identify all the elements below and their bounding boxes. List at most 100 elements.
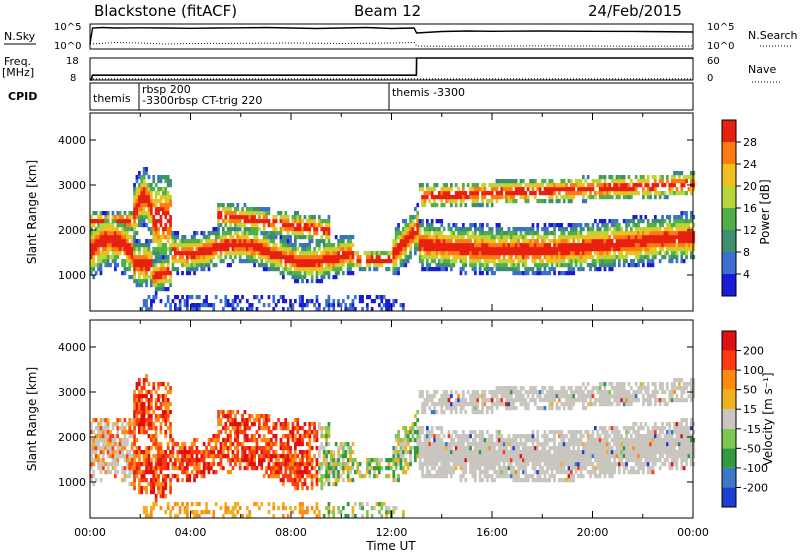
velocity-cell (277, 466, 280, 471)
velocity-cell (154, 402, 158, 407)
power-cell (481, 263, 484, 268)
velocity-cell (171, 474, 175, 479)
velocity-cell (349, 478, 352, 483)
velocity-cell (106, 422, 110, 427)
velocity-cell (133, 390, 136, 395)
power-cell (166, 227, 170, 232)
power-cell (454, 243, 458, 248)
power-cell (277, 247, 280, 252)
power-cell (217, 243, 220, 248)
power-cell (416, 219, 420, 224)
velocity-cell (157, 454, 160, 459)
velocity-cell (330, 462, 333, 467)
colorbar-swatch (722, 186, 736, 208)
velocity-cell (234, 426, 237, 431)
power-cell (250, 259, 254, 264)
velocity-cell (397, 462, 400, 467)
power-cell (426, 231, 429, 236)
power-cell (186, 251, 189, 256)
power-cell (452, 251, 456, 256)
power-cell (140, 187, 144, 192)
velocity-cell (282, 478, 285, 483)
velocity-cell (145, 446, 148, 451)
power-cell (253, 255, 256, 260)
velocity-cell (253, 418, 256, 423)
velocity-cell (392, 470, 396, 475)
power-cell (147, 219, 151, 224)
power-cell (680, 215, 684, 220)
power-cell (646, 255, 650, 260)
power-cell (483, 263, 487, 268)
power-cell (642, 175, 645, 180)
power-cell (351, 263, 355, 268)
velocity-cell (267, 450, 271, 455)
power-cell (142, 271, 146, 276)
power-cell (450, 251, 453, 256)
power-cell (250, 211, 254, 216)
power-cell (315, 227, 319, 232)
power-cell (248, 207, 252, 212)
velocity-cell (118, 442, 122, 447)
velocity-cell (286, 434, 290, 439)
power-cell (639, 235, 643, 240)
power-cell (584, 247, 588, 252)
velocity-cell (169, 514, 172, 519)
velocity-cell (253, 434, 256, 439)
power-cell (582, 255, 585, 260)
power-cell (106, 223, 110, 228)
power-cell (474, 199, 477, 204)
power-cell (282, 299, 285, 304)
power-cell (481, 227, 484, 232)
velocity-cell (164, 418, 168, 423)
power-cell (157, 279, 160, 284)
power-cell (570, 247, 573, 252)
power-cell (97, 247, 100, 252)
velocity-cell (94, 442, 98, 447)
power-cell (687, 235, 691, 240)
velocity-cell (186, 506, 189, 511)
velocity-cell (248, 462, 252, 467)
power-cell (682, 175, 686, 180)
velocity-cell (97, 446, 100, 451)
velocity-cell (104, 446, 108, 451)
velocity-cell (166, 390, 170, 395)
velocity-cell (284, 422, 288, 427)
velocity-cell (267, 462, 271, 467)
velocity-cell (255, 438, 259, 443)
power-cell (109, 223, 112, 228)
velocity-cell (133, 450, 136, 455)
power-cell (522, 195, 525, 200)
velocity-cell (289, 462, 292, 467)
power-cell (157, 255, 160, 260)
power-cell (596, 227, 600, 232)
velocity-cell (140, 418, 144, 423)
power-cell (447, 223, 451, 228)
velocity-cell (195, 454, 199, 459)
velocity-cell (130, 446, 134, 451)
power-cell (368, 295, 372, 300)
power-cell (224, 251, 228, 256)
power-cell (534, 259, 537, 264)
velocity-cell (174, 458, 177, 463)
power-cell (502, 243, 506, 248)
power-cell (162, 191, 165, 196)
power-cell (519, 191, 523, 196)
power-cell (267, 259, 271, 264)
power-cell (658, 219, 662, 224)
power-cell (159, 271, 163, 276)
power-cell (464, 271, 468, 276)
velocity-cell (154, 442, 158, 447)
power-cell (500, 263, 504, 268)
power-cell (298, 267, 302, 272)
power-cell (531, 235, 535, 240)
power-cell (301, 227, 304, 232)
power-cell (514, 183, 518, 188)
power-cell (306, 271, 309, 276)
power-cell (126, 215, 129, 220)
cpid-entry: rbsp 200 (142, 83, 191, 96)
velocity-cell (147, 466, 151, 471)
velocity-cell (325, 450, 328, 455)
power-cell (164, 251, 168, 256)
velocity-cell (152, 438, 156, 443)
power-cell (339, 243, 343, 248)
